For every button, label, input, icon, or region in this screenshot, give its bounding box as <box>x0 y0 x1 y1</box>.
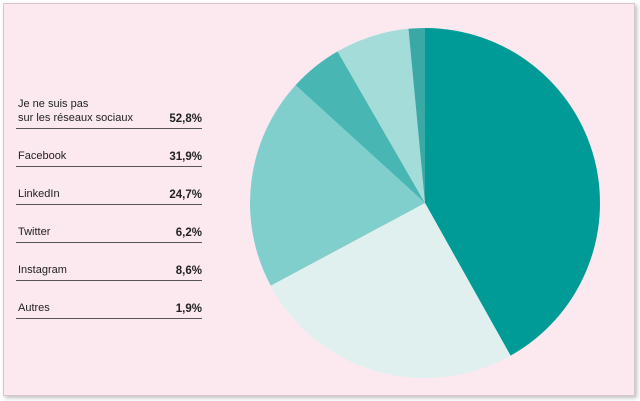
pie-slice <box>425 28 600 356</box>
legend-value: 52,8% <box>169 113 202 125</box>
legend-row: Twitter 6,2% <box>16 209 202 243</box>
legend-row: Je ne suis pas sur les réseaux sociaux 52… <box>16 95 202 129</box>
legend-value: 6,2% <box>175 227 202 239</box>
legend-value: 31,9% <box>169 151 202 163</box>
legend-row: LinkedIn 24,7% <box>16 171 202 205</box>
pie-slice <box>295 51 425 203</box>
legend-row: Autres 1,9% <box>16 285 202 319</box>
legend-label: Facebook <box>18 150 67 162</box>
pie-slice <box>270 203 511 378</box>
legend-value: 1,9% <box>175 303 202 315</box>
legend-label: Instagram <box>18 264 67 276</box>
legend-row: Instagram 8,6% <box>16 247 202 281</box>
pie-slice <box>249 85 425 286</box>
legend-label: LinkedIn <box>18 188 60 200</box>
legend-value: 8,6% <box>175 265 202 277</box>
legend-label: Autres <box>18 302 50 314</box>
pie-slice <box>408 28 425 203</box>
legend-label: Twitter <box>18 226 51 238</box>
legend-label: Je ne suis pas sur les réseaux sociaux <box>18 98 133 124</box>
pie-slice <box>337 28 425 204</box>
legend-value: 24,7% <box>169 189 202 201</box>
legend-row: Facebook 31,9% <box>16 133 202 167</box>
